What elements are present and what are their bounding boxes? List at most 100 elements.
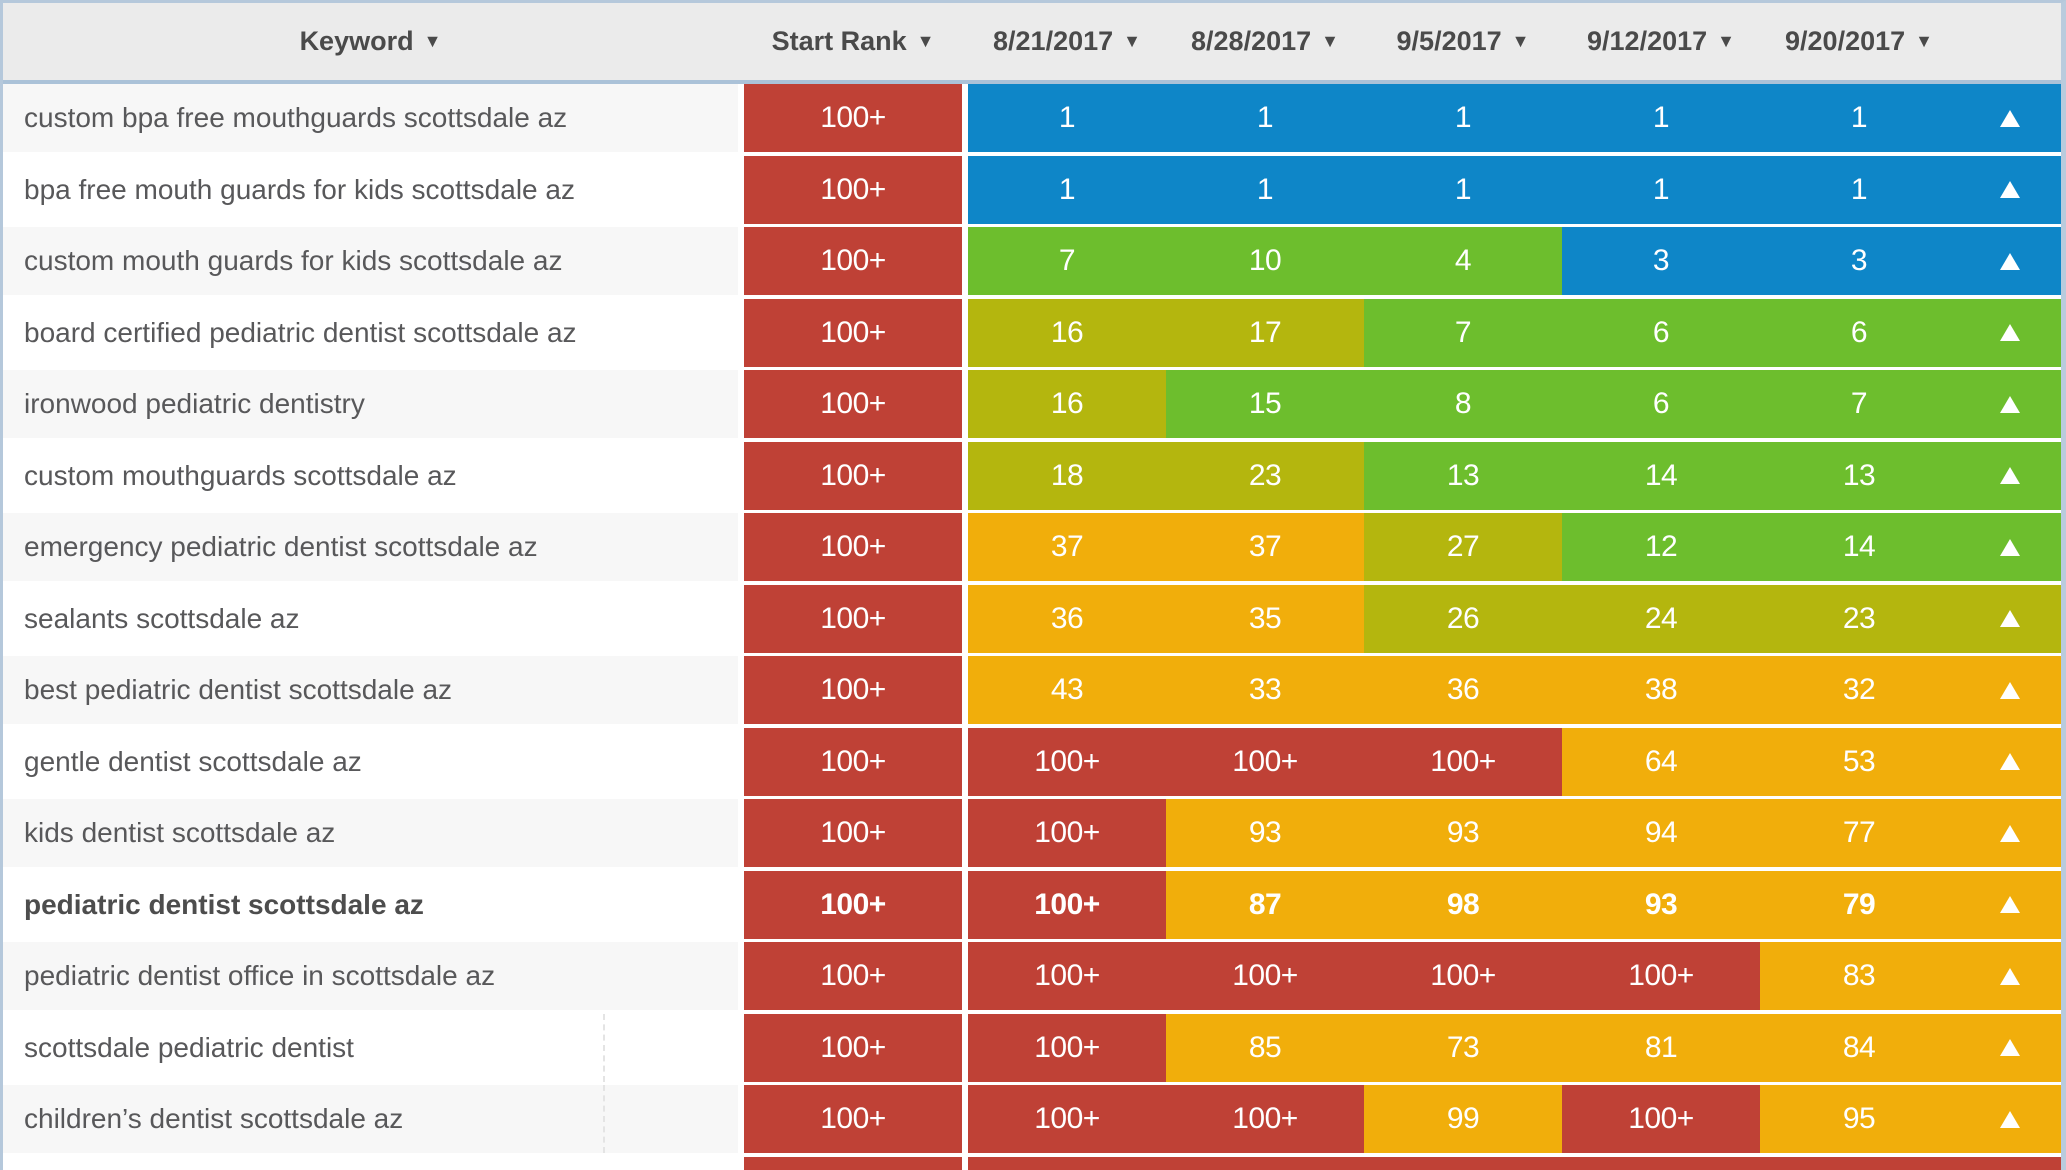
rank-value: 1 — [1454, 101, 1472, 134]
table-row: emergency pediatric dentist scottsdale a… — [3, 513, 2061, 581]
rank-cell: 100+ — [968, 942, 1166, 1010]
column-header-date1[interactable]: 8/21/2017 ▼ — [968, 3, 1166, 80]
rank-value: 100+ — [1628, 1102, 1694, 1135]
rank-value: 37 — [1248, 530, 1282, 563]
column-header-label: Keyword — [299, 26, 414, 56]
header-gap — [962, 3, 968, 80]
start-rank-cell: 100+ — [744, 370, 962, 438]
keyword-cell: board certified pediatric dentist scotts… — [24, 316, 577, 348]
trend-cell — [1958, 656, 2061, 724]
rank-cell: 7 — [1760, 370, 1958, 438]
table-row: sealants scottsdale az 100+ 36 35 26 24 23 — [3, 584, 2061, 653]
rank-value: 15 — [1248, 387, 1282, 420]
rank-cell: 38 — [1562, 656, 1760, 724]
trend-up-icon — [1999, 467, 2020, 484]
start-rank-cell: 100+ — [744, 656, 962, 724]
trend-up-icon — [1999, 109, 2020, 127]
column-header-start_rank[interactable]: Start Rank ▼ — [744, 3, 962, 80]
column-header-date2[interactable]: 8/28/2017 ▼ — [1166, 3, 1364, 80]
rank-cell: 17 — [1166, 298, 1364, 367]
column-header-label: 9/20/2017 — [1785, 26, 1906, 56]
rank-cell: 35 — [1166, 584, 1364, 653]
rank-cell — [1760, 1156, 1958, 1170]
table-row: board certified pediatric dentist scotts… — [3, 298, 2061, 367]
start-rank-value: 100+ — [820, 530, 886, 563]
table-row: custom mouthguards scottsdale az 100+ 18 23… — [3, 441, 2061, 510]
start-rank-value: 100+ — [820, 601, 886, 635]
keyword-cell — [3, 1157, 738, 1170]
rank-value: 14 — [1644, 458, 1678, 492]
start-rank-cell: 100+ — [744, 942, 962, 1010]
rank-cell: 24 — [1562, 584, 1760, 653]
rank-value: 93 — [1248, 816, 1282, 849]
rank-cell: 23 — [1166, 441, 1364, 510]
rank-cell: 36 — [968, 584, 1166, 653]
rank-value: 84 — [1842, 1030, 1876, 1064]
trend-cell — [1958, 155, 2061, 224]
rank-value: 100+ — [1034, 959, 1100, 992]
table-body: custom bpa free mouthguards scottsdale a… — [3, 84, 2061, 1170]
trend-up-icon — [1999, 824, 2020, 842]
column-header-date3[interactable]: 9/5/2017 ▼ — [1364, 3, 1562, 80]
start-rank-cell — [744, 1156, 962, 1170]
table-row: best pediatric dentist scottsdale az 100+… — [3, 656, 2061, 724]
rank-value: 38 — [1644, 673, 1678, 706]
start-rank-value: 100+ — [820, 673, 886, 706]
keyword-cell: bpa free mouth guards for kids scottsdal… — [24, 173, 575, 205]
rank-value: 35 — [1248, 601, 1282, 635]
trend-cell — [1958, 942, 2061, 1010]
rank-cell: 85 — [1166, 1013, 1364, 1082]
rank-cell — [1562, 1156, 1760, 1170]
trend-up-icon — [1999, 681, 2020, 699]
start-rank-value: 100+ — [820, 244, 886, 277]
column-header-date5[interactable]: 9/20/2017 ▼ — [1760, 3, 1958, 80]
rank-cell: 1 — [1760, 155, 1958, 224]
rank-cell: 8 — [1364, 370, 1562, 438]
column-header-date4[interactable]: 9/12/2017 ▼ — [1562, 3, 1760, 80]
column-header-keyword[interactable]: Keyword ▼ — [3, 3, 738, 80]
table-row: children’s dentist scottsdale az 100+ 100+… — [3, 1085, 2061, 1153]
rank-cell: 100+ — [968, 799, 1166, 867]
rank-cell: 3 — [1760, 227, 1958, 295]
table-row: bpa free mouth guards for kids scottsdal… — [3, 155, 2061, 224]
start-rank-cell: 100+ — [744, 799, 962, 867]
rank-value: 17 — [1248, 315, 1282, 349]
trend-up-icon — [1999, 538, 2020, 556]
rank-value: 32 — [1842, 673, 1876, 706]
rank-value: 6 — [1652, 315, 1670, 349]
rank-cell: 100+ — [1166, 727, 1364, 796]
rank-value: 8 — [1454, 387, 1472, 420]
rank-value: 64 — [1644, 744, 1678, 778]
rank-cell: 37 — [968, 513, 1166, 581]
table-row: pediatric dentist office in scottsdale a… — [3, 942, 2061, 1010]
rank-cell: 1 — [968, 84, 1166, 152]
sort-desc-icon: ▼ — [1511, 31, 1530, 51]
trend-cell — [1958, 441, 2061, 510]
rank-value: 77 — [1842, 816, 1876, 849]
rank-cell: 81 — [1562, 1013, 1760, 1082]
rank-cell: 14 — [1562, 441, 1760, 510]
rank-cell: 64 — [1562, 727, 1760, 796]
start-rank-value: 100+ — [820, 458, 886, 492]
rank-value: 43 — [1050, 673, 1084, 706]
rank-cell: 1 — [968, 155, 1166, 224]
rank-cell: 12 — [1562, 513, 1760, 581]
rank-value: 100+ — [1034, 1030, 1100, 1064]
rank-cell: 23 — [1760, 584, 1958, 653]
rank-value: 100+ — [1430, 959, 1496, 992]
rank-cell: 6 — [1562, 298, 1760, 367]
rank-cell — [1166, 1156, 1364, 1170]
rank-value: 83 — [1842, 959, 1876, 992]
rank-cell: 87 — [1166, 870, 1364, 939]
sort-desc-icon: ▼ — [916, 31, 935, 51]
rank-value: 100+ — [1034, 816, 1100, 849]
keyword-cell: sealants scottsdale az — [24, 602, 300, 634]
sort-desc-icon: ▼ — [1321, 31, 1339, 51]
rank-cell: 84 — [1760, 1013, 1958, 1082]
table-row: ironwood pediatric dentistry 100+ 16 15 8 6 7 — [3, 370, 2061, 438]
trend-up-icon — [1999, 896, 2020, 913]
rank-value: 6 — [1850, 315, 1868, 349]
table-row: pediatric dentist scottsdale az 100+ 100+ 8… — [3, 870, 2061, 939]
column-header-label: 8/28/2017 — [1191, 26, 1312, 56]
rank-cell: 94 — [1562, 799, 1760, 867]
